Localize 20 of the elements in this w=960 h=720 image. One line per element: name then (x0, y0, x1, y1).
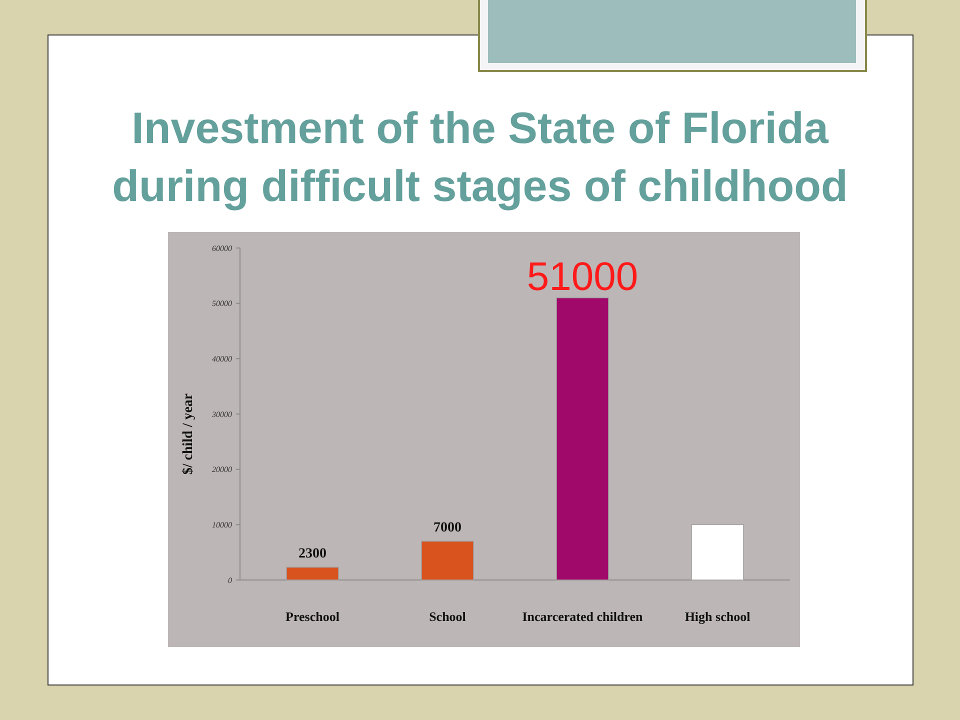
bar (556, 297, 609, 580)
y-tick-label: 40000 (212, 354, 232, 364)
y-tick-label: 20000 (212, 465, 232, 474)
y-tick-label: 60000 (212, 244, 232, 253)
y-tick-label: 0 (228, 576, 232, 585)
y-axis-title: $/ child / year (181, 393, 196, 475)
x-tick-label: Preschool (286, 609, 340, 624)
bar (286, 566, 339, 580)
chart-title: Investment of the State of Florida during difficult stages of childhood (112, 104, 848, 211)
bar (421, 540, 474, 580)
x-tick-label: High school (684, 609, 751, 624)
bar (691, 524, 744, 580)
data-label: 2300 (298, 546, 326, 562)
y-tick-label: 50000 (212, 299, 232, 308)
annotation: 51000 (526, 254, 638, 299)
y-tick-label: 30000 (211, 410, 232, 419)
x-tick-label: Incarcerated children (522, 609, 644, 624)
y-tick-label: 10000 (212, 520, 232, 530)
x-tick-label: School (429, 609, 466, 624)
data-label: 7000 (434, 520, 462, 536)
